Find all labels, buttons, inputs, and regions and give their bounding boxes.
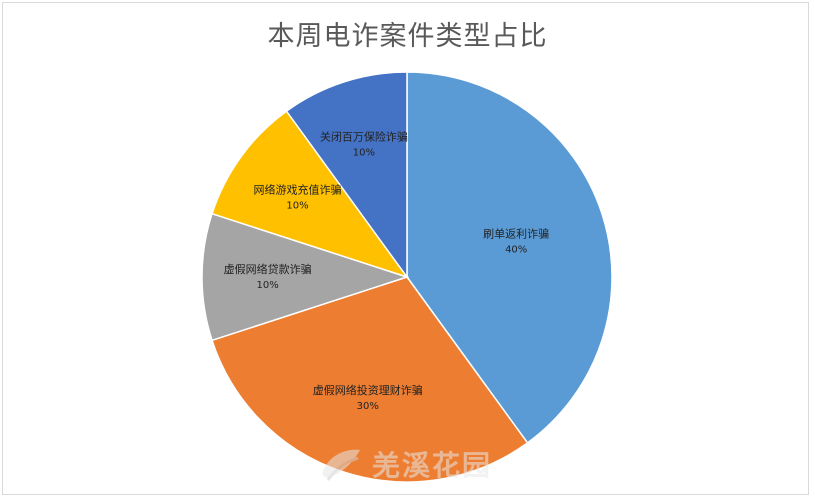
slice-percent-label: 40% bbox=[505, 245, 527, 256]
pie-slice bbox=[201, 212, 410, 342]
slice-category-label: 虚假网络投资理财诈骗 bbox=[313, 383, 423, 397]
pie-slice bbox=[285, 71, 408, 280]
slice-category-label: 网络游戏充值诈骗 bbox=[254, 182, 342, 196]
slice-percent-label: 10% bbox=[256, 280, 278, 291]
slice-percent-label: 10% bbox=[353, 147, 375, 158]
watermark: 羌溪花园 bbox=[318, 444, 492, 484]
watermark-text: 羌溪花园 bbox=[372, 449, 493, 482]
slice-category-label: 关闭百万保险诈骗 bbox=[320, 129, 408, 143]
slice-category-label: 虚假网络贷款诈骗 bbox=[224, 262, 312, 276]
pie-slice bbox=[211, 276, 529, 483]
leaf-logo-icon bbox=[322, 449, 360, 481]
pie-slice bbox=[211, 110, 409, 279]
slice-percent-label: 30% bbox=[357, 401, 379, 412]
chart-title: 本周电诈案件类型占比 bbox=[267, 21, 548, 52]
slice-percent-label: 10% bbox=[286, 200, 308, 211]
slice-category-label: 刷单返利诈骗 bbox=[483, 227, 549, 241]
pie-slices bbox=[201, 71, 613, 483]
pie-slice bbox=[406, 71, 613, 444]
pie-labels: 刷单返利诈骗 40% 虚假网络投资理财诈骗 30% 虚假网络贷款诈骗 10% 网络游戏充值诈… bbox=[224, 129, 550, 411]
